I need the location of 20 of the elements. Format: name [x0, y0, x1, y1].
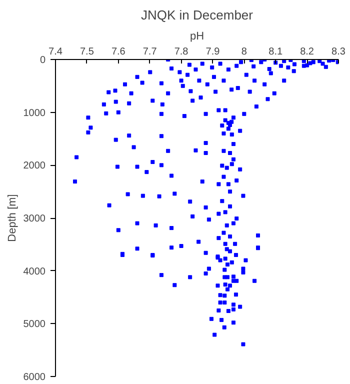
x-tick-label: 8: [241, 46, 248, 58]
x-tick-label: 7.9: [206, 46, 220, 58]
x-tick-label: 8.1: [268, 46, 283, 58]
x-tick-label: 7.8: [174, 46, 189, 58]
y-tick-label: 3000: [23, 214, 46, 224]
y-tick-label: 4000: [23, 266, 46, 278]
chart-title: JNQK in December: [141, 8, 254, 22]
y-tick-label: 2000: [23, 160, 46, 172]
x-tick-label: 7.5: [80, 46, 94, 58]
y-axis-title: Depth [m]: [6, 194, 18, 242]
x-tick-label: 7.4: [48, 46, 63, 58]
y-tick-label: 0: [40, 55, 46, 66]
x-tick-label: 8.2: [300, 46, 314, 58]
x-tick-label: 7.6: [111, 46, 126, 58]
x-tick-label: 7.7: [142, 46, 158, 58]
y-tick-label: 1000: [23, 108, 46, 119]
x-tick-label: 8.3: [332, 46, 346, 58]
y-tick-label: 5000: [23, 319, 46, 330]
y-tick-label: 6000: [23, 372, 46, 383]
x-axis-title: pH: [190, 30, 204, 42]
